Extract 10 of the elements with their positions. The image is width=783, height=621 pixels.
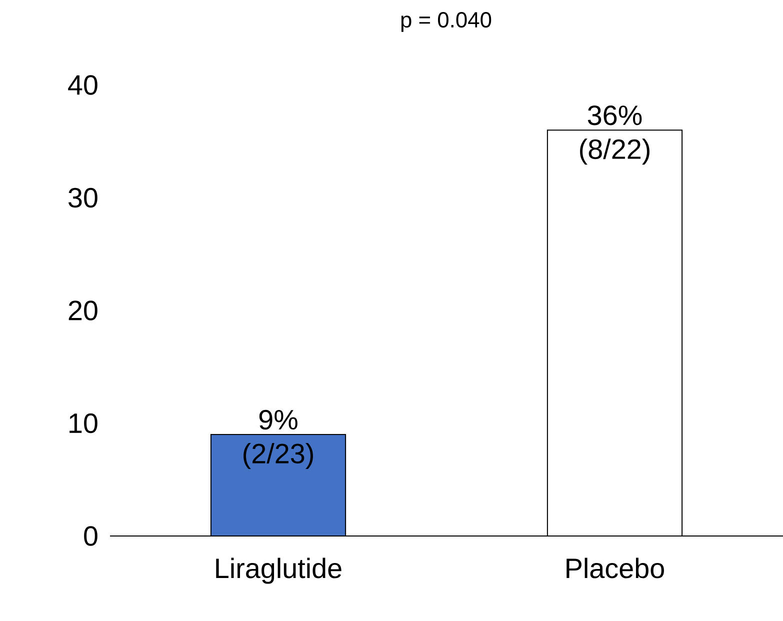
y-tick-label: 10 — [70, 413, 98, 434]
y-tick-label: 20 — [68, 300, 98, 320]
data-label: 9% (2/23) — [244, 410, 313, 470]
y-tick-label: 30 — [68, 188, 98, 208]
x-tick-label: Liraglutide — [216, 558, 342, 584]
chart-title: p = 0.040 — [401, 12, 492, 32]
y-tick-label: 40 — [68, 75, 98, 95]
y-tick-label: 0 — [84, 526, 98, 546]
x-tick-label: Placebo — [566, 558, 664, 578]
data-label: 36% (8/22) — [580, 105, 650, 165]
